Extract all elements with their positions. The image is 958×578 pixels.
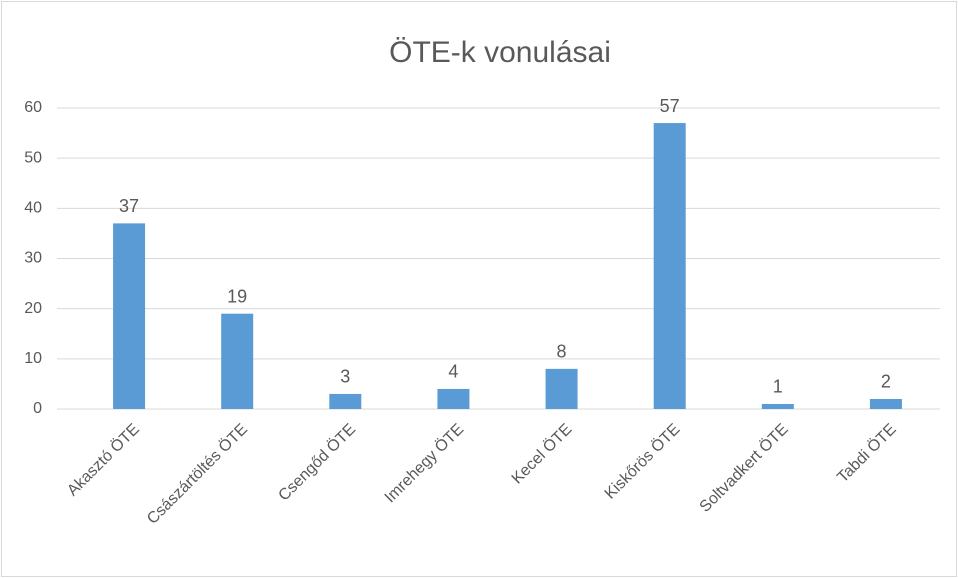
y-tick-label: 50 [24,149,42,166]
bar [869,398,902,409]
data-label: 19 [227,286,247,306]
data-label: 2 [881,372,891,392]
y-tick-label: 30 [24,250,42,267]
y-tick-label: 60 [24,99,42,116]
data-label: 3 [340,367,350,387]
data-label: 4 [448,362,458,382]
chart-title: ÖTE-k vonulásai [389,36,611,69]
data-label: 37 [119,196,139,216]
bar [113,223,146,409]
bar [221,313,254,409]
bar [761,403,794,409]
y-tick-label: 10 [24,350,42,367]
bar [329,393,362,409]
bar [437,388,470,409]
bar [653,123,686,410]
bar [545,368,578,409]
data-label: 57 [660,96,680,116]
data-label: 1 [773,377,783,397]
data-label: 8 [557,342,567,362]
y-tick-label: 20 [24,300,42,317]
y-tick-label: 0 [33,400,42,417]
y-tick-label: 40 [24,200,42,217]
